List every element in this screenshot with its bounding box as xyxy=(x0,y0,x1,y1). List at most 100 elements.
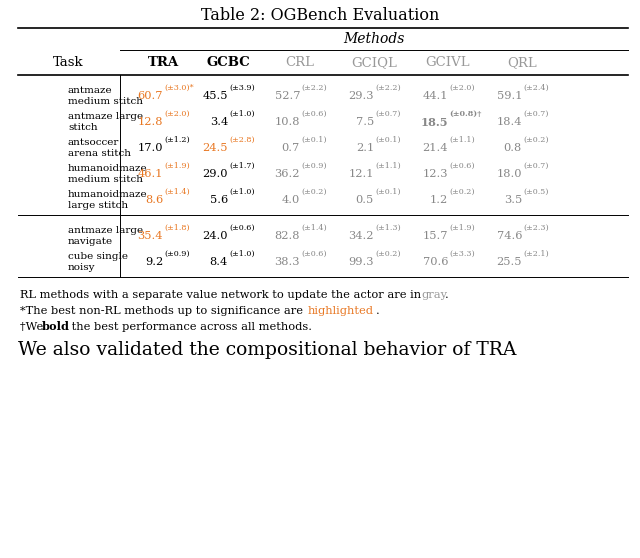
Text: (±3.9): (±3.9) xyxy=(229,84,255,92)
Text: †We: †We xyxy=(20,322,47,332)
Text: gray: gray xyxy=(421,290,447,300)
Text: highlighted: highlighted xyxy=(308,306,374,316)
Text: (±2.3): (±2.3) xyxy=(523,224,548,232)
Text: 0.7: 0.7 xyxy=(282,143,300,153)
Text: 82.8: 82.8 xyxy=(275,231,300,241)
Text: (±2.2): (±2.2) xyxy=(375,84,401,92)
Text: (±0.2): (±0.2) xyxy=(375,250,401,258)
Text: Methods: Methods xyxy=(343,32,404,46)
Text: 44.1: 44.1 xyxy=(422,91,448,101)
Text: (±1.4): (±1.4) xyxy=(301,224,327,232)
Text: bold: bold xyxy=(42,321,70,333)
Text: (±0.1): (±0.1) xyxy=(375,188,401,196)
Text: 15.7: 15.7 xyxy=(422,231,448,241)
Text: (±0.7): (±0.7) xyxy=(375,110,401,118)
Text: (±0.9): (±0.9) xyxy=(164,250,189,258)
Text: 24.5: 24.5 xyxy=(202,143,228,153)
Text: (±1.0): (±1.0) xyxy=(229,188,255,196)
Text: 21.4: 21.4 xyxy=(422,143,448,153)
Text: antmaze large
navigate: antmaze large navigate xyxy=(68,226,143,246)
Text: 0.5: 0.5 xyxy=(356,195,374,205)
Text: (±0.6): (±0.6) xyxy=(301,250,326,258)
Text: (±3.0)*: (±3.0)* xyxy=(164,84,194,92)
Text: 25.5: 25.5 xyxy=(497,257,522,267)
Text: 70.6: 70.6 xyxy=(422,257,448,267)
Text: 99.3: 99.3 xyxy=(349,257,374,267)
Text: (±2.1): (±2.1) xyxy=(523,250,548,258)
Text: humanoidmaze
medium stitch: humanoidmaze medium stitch xyxy=(68,164,148,184)
Text: *The best non-RL methods up to significance are: *The best non-RL methods up to significa… xyxy=(20,306,307,316)
Text: 38.3: 38.3 xyxy=(275,257,300,267)
Text: 3.5: 3.5 xyxy=(504,195,522,205)
Text: (±2.2): (±2.2) xyxy=(301,84,327,92)
Text: (±0.8)†: (±0.8)† xyxy=(449,110,481,118)
Text: 0.8: 0.8 xyxy=(504,143,522,153)
Text: 8.4: 8.4 xyxy=(210,257,228,267)
Text: 46.1: 46.1 xyxy=(138,169,163,179)
Text: GCBC: GCBC xyxy=(206,56,250,70)
Text: GCIQL: GCIQL xyxy=(351,56,397,70)
Text: CRL: CRL xyxy=(285,56,314,70)
Text: antmaze large
stitch: antmaze large stitch xyxy=(68,112,143,132)
Text: 45.5: 45.5 xyxy=(202,91,228,101)
Text: (±1.9): (±1.9) xyxy=(449,224,475,232)
Text: 52.7: 52.7 xyxy=(275,91,300,101)
Text: QRL: QRL xyxy=(507,56,537,70)
Text: (±0.1): (±0.1) xyxy=(301,136,326,144)
Text: (±1.4): (±1.4) xyxy=(164,188,189,196)
Text: (±0.1): (±0.1) xyxy=(375,136,401,144)
Text: (±3.3): (±3.3) xyxy=(449,250,475,258)
Text: We also validated the compositional behavior of TRA: We also validated the compositional beha… xyxy=(18,341,516,359)
Text: (±1.1): (±1.1) xyxy=(449,136,475,144)
Text: (±2.0): (±2.0) xyxy=(449,84,475,92)
Text: (±1.1): (±1.1) xyxy=(375,162,401,170)
Text: 34.2: 34.2 xyxy=(349,231,374,241)
Text: (±1.2): (±1.2) xyxy=(164,136,189,144)
Text: 4.0: 4.0 xyxy=(282,195,300,205)
Text: 36.2: 36.2 xyxy=(275,169,300,179)
Text: cube single
noisy: cube single noisy xyxy=(68,252,128,272)
Text: (±1.0): (±1.0) xyxy=(229,110,255,118)
Text: (±1.0): (±1.0) xyxy=(229,250,255,258)
Text: 74.6: 74.6 xyxy=(497,231,522,241)
Text: (±0.2): (±0.2) xyxy=(301,188,326,196)
Text: (±2.0): (±2.0) xyxy=(164,110,189,118)
Text: .: . xyxy=(376,306,380,316)
Text: (±1.9): (±1.9) xyxy=(164,162,189,170)
Text: (±2.8): (±2.8) xyxy=(229,136,255,144)
Text: GCIVL: GCIVL xyxy=(426,56,470,70)
Text: (±0.7): (±0.7) xyxy=(523,162,548,170)
Text: (±1.3): (±1.3) xyxy=(375,224,401,232)
Text: (±1.7): (±1.7) xyxy=(229,162,255,170)
Text: the best performance across all methods.: the best performance across all methods. xyxy=(68,322,312,332)
Text: Table 2: OGBench Evaluation: Table 2: OGBench Evaluation xyxy=(201,7,439,23)
Text: (±0.9): (±0.9) xyxy=(301,162,326,170)
Text: antmaze
medium stitch: antmaze medium stitch xyxy=(68,86,143,106)
Text: 10.8: 10.8 xyxy=(275,117,300,127)
Text: Task: Task xyxy=(52,56,83,70)
Text: 7.5: 7.5 xyxy=(356,117,374,127)
Text: 59.1: 59.1 xyxy=(497,91,522,101)
Text: 60.7: 60.7 xyxy=(138,91,163,101)
Text: 18.0: 18.0 xyxy=(497,169,522,179)
Text: 29.0: 29.0 xyxy=(202,169,228,179)
Text: 35.4: 35.4 xyxy=(138,231,163,241)
Text: 17.0: 17.0 xyxy=(138,143,163,153)
Text: (±0.5): (±0.5) xyxy=(523,188,548,196)
Text: 5.6: 5.6 xyxy=(210,195,228,205)
Text: TRA: TRA xyxy=(147,56,179,70)
Text: RL methods with a separate value network to update the actor are in: RL methods with a separate value network… xyxy=(20,290,425,300)
Text: (±1.8): (±1.8) xyxy=(164,224,189,232)
Text: 1.2: 1.2 xyxy=(429,195,448,205)
Text: 12.1: 12.1 xyxy=(349,169,374,179)
Text: (±2.4): (±2.4) xyxy=(523,84,548,92)
Text: (±0.6): (±0.6) xyxy=(229,224,255,232)
Text: 12.3: 12.3 xyxy=(422,169,448,179)
Text: 8.6: 8.6 xyxy=(145,195,163,205)
Text: 18.5: 18.5 xyxy=(420,117,448,127)
Text: (±0.7): (±0.7) xyxy=(523,110,548,118)
Text: 12.8: 12.8 xyxy=(138,117,163,127)
Text: 18.4: 18.4 xyxy=(497,117,522,127)
Text: (±0.2): (±0.2) xyxy=(523,136,548,144)
Text: 29.3: 29.3 xyxy=(349,91,374,101)
